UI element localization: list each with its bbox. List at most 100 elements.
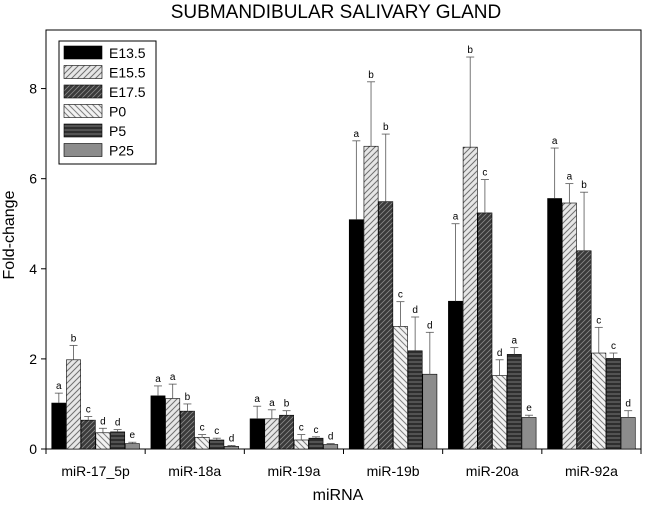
y-tick-label: 4 <box>29 261 37 277</box>
bar <box>180 410 195 450</box>
bar <box>477 212 493 450</box>
legend-label: E13.5 <box>109 45 146 61</box>
bar <box>363 145 379 450</box>
significance-label: d <box>115 418 121 429</box>
significance-label: a <box>354 129 360 140</box>
legend-swatch <box>63 84 103 99</box>
legend-label: P0 <box>109 104 126 120</box>
significance-label: b <box>383 122 389 133</box>
x-tick-label: miR-19a <box>267 463 320 479</box>
significance-label: a <box>552 136 558 147</box>
bar <box>51 402 67 450</box>
bar <box>606 358 621 450</box>
significance-label: b <box>284 399 290 410</box>
significance-label: c <box>200 423 205 434</box>
significance-label: d <box>497 348 503 359</box>
bar <box>521 417 537 450</box>
significance-label: b <box>71 333 77 344</box>
significance-label: b <box>581 180 587 191</box>
bar <box>150 395 166 450</box>
bar <box>110 431 126 450</box>
legend-label: P25 <box>109 143 134 159</box>
significance-label: d <box>328 432 334 443</box>
legend: E13.5 E15.5 E17.5 P0 P5 P25 <box>58 40 157 165</box>
bar <box>591 352 607 450</box>
significance-label: e <box>130 430 136 441</box>
significance-label: d <box>100 416 106 427</box>
bar <box>393 326 408 450</box>
significance-label: b <box>185 392 191 403</box>
legend-swatch <box>63 45 103 60</box>
bar <box>264 418 280 450</box>
x-axis: miR-17_5p miR-18a miR-19a miR-19b miR-20a miR… <box>45 449 642 479</box>
bar <box>561 202 577 450</box>
significance-label: a <box>170 372 176 383</box>
significance-label: a <box>56 381 62 392</box>
bar <box>462 146 478 450</box>
significance-label: c <box>86 405 91 416</box>
x-axis-label: miRNA <box>313 487 364 504</box>
legend-swatch <box>63 104 103 118</box>
significance-label: c <box>611 341 616 352</box>
bar <box>124 443 140 450</box>
bar <box>165 398 181 450</box>
bar <box>620 417 636 450</box>
bar <box>80 419 96 450</box>
y-tick-label: 8 <box>29 81 37 97</box>
significance-label: a <box>512 336 518 347</box>
bar <box>547 198 563 450</box>
x-tick-label: miR-19b <box>367 463 420 479</box>
y-axis: 0 2 4 6 8 <box>29 81 46 457</box>
bar <box>378 201 394 450</box>
bar <box>249 418 265 450</box>
bar <box>448 300 463 450</box>
significance-label: d <box>229 433 235 444</box>
significance-label: a <box>254 394 260 405</box>
significance-label: a <box>567 172 573 183</box>
legend-swatch <box>63 143 103 157</box>
x-tick-label: miR-20a <box>466 463 519 479</box>
bar <box>422 373 438 450</box>
bar <box>492 375 507 450</box>
significance-label: c <box>214 426 219 437</box>
bar <box>66 359 81 450</box>
legend-label: P5 <box>109 123 126 139</box>
significance-label: d <box>412 305 418 316</box>
error-bars <box>54 56 633 447</box>
bar <box>576 250 592 450</box>
significance-label: c <box>398 290 403 301</box>
significance-label: c <box>482 168 487 179</box>
bar <box>95 432 111 450</box>
y-tick-label: 6 <box>29 171 37 187</box>
significance-label: d <box>625 399 631 410</box>
x-tick-label: miR-92a <box>565 463 618 479</box>
x-tick-label: miR-17_5p <box>61 463 130 479</box>
bar <box>224 445 239 450</box>
legend-label: E15.5 <box>109 65 146 81</box>
significance-label: c <box>596 315 601 326</box>
significance-label: b <box>467 45 473 56</box>
bars <box>51 145 636 450</box>
bar <box>293 439 309 450</box>
legend-swatch <box>63 123 103 138</box>
y-tick-label: 2 <box>29 351 37 367</box>
bar <box>506 354 522 450</box>
chart-title: SUBMANDIBULAR SALIVARY GLAND <box>171 2 502 23</box>
significance-label: e <box>526 403 532 414</box>
bar <box>209 439 225 450</box>
significance-label: d <box>427 320 433 331</box>
y-tick-label: 0 <box>29 441 37 457</box>
significance-label: c <box>299 423 304 434</box>
significance-label: c <box>313 425 318 436</box>
significance-label: a <box>155 374 161 385</box>
significance-label: a <box>453 212 459 223</box>
significance-label: a <box>269 398 275 409</box>
bar <box>279 414 294 450</box>
significance-label: b <box>368 70 374 81</box>
bar <box>323 444 339 450</box>
bar <box>194 436 210 450</box>
y-axis-label: Fold-change <box>1 190 18 279</box>
